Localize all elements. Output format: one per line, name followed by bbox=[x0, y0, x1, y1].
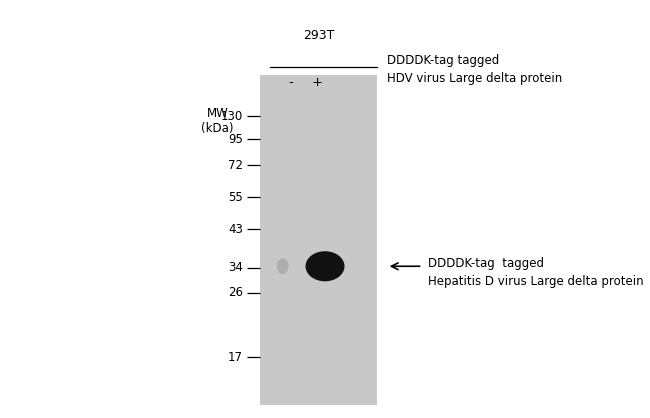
Text: 72: 72 bbox=[228, 158, 243, 172]
Text: 130: 130 bbox=[221, 110, 243, 123]
Text: MW
(kDa): MW (kDa) bbox=[202, 107, 234, 135]
Text: 17: 17 bbox=[228, 351, 243, 364]
Text: -: - bbox=[288, 76, 293, 89]
Text: 26: 26 bbox=[228, 286, 243, 299]
Text: DDDDK-tag  tagged
Hepatitis D virus Large delta protein: DDDDK-tag tagged Hepatitis D virus Large… bbox=[428, 257, 644, 288]
Bar bbox=[260, 75, 377, 405]
Text: 34: 34 bbox=[228, 261, 243, 274]
Text: +: + bbox=[312, 76, 322, 89]
Text: 43: 43 bbox=[228, 222, 243, 236]
Ellipse shape bbox=[306, 251, 345, 281]
Text: 293T: 293T bbox=[303, 29, 334, 42]
Text: 95: 95 bbox=[228, 133, 243, 146]
Ellipse shape bbox=[277, 258, 289, 274]
Text: DDDDK-tag tagged
HDV virus Large delta protein: DDDDK-tag tagged HDV virus Large delta p… bbox=[387, 54, 562, 85]
Text: 55: 55 bbox=[228, 191, 243, 204]
